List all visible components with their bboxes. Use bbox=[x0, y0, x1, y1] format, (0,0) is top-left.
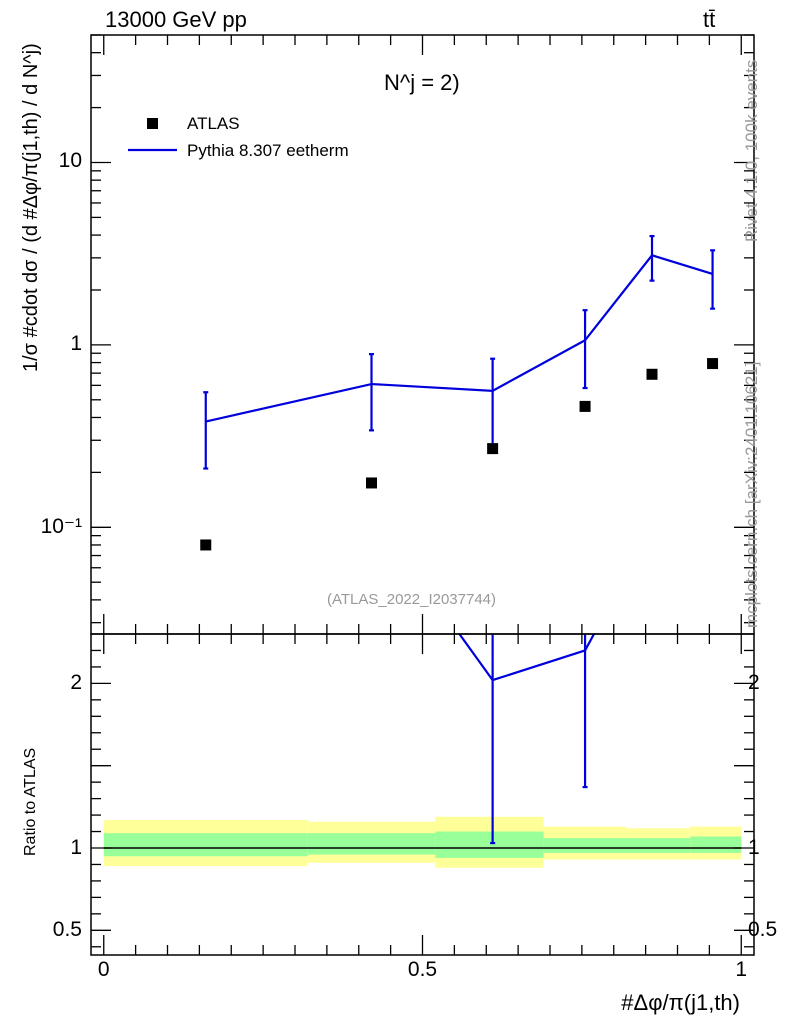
ratio-panel-frame bbox=[90, 633, 755, 956]
x-tick-label: 1 bbox=[735, 958, 748, 981]
atlas-data-point bbox=[579, 400, 591, 412]
source-label: mcplots.cern.ch [arXiv:2401.10621] bbox=[742, 361, 761, 628]
mc-series-line bbox=[205, 253, 713, 423]
ratio-inner-band bbox=[543, 838, 627, 853]
atlas-data-point bbox=[646, 368, 658, 380]
energy-label: 13000 GeV pp bbox=[105, 7, 247, 32]
ratio-inner-band bbox=[307, 833, 436, 855]
x-tick-label: 0.5 bbox=[407, 958, 438, 981]
atlas-data-point bbox=[707, 358, 719, 370]
x-axis-label: #Δφ/π(j1,th) bbox=[621, 990, 740, 1015]
ratio-y-tick-label-left: 1 bbox=[70, 836, 82, 859]
ratio-y-tick-label-left: 2 bbox=[70, 671, 82, 695]
main-y-tick-label: 1 bbox=[70, 331, 82, 355]
ratio-inner-band bbox=[103, 833, 308, 857]
legend-label-pythia: Pythia 8.307 eetherm bbox=[187, 141, 349, 160]
atlas-data-point bbox=[200, 539, 212, 551]
x-tick-label: 0 bbox=[97, 958, 110, 981]
legend-label-atlas: ATLAS bbox=[187, 114, 240, 133]
main-y-tick-label: 10⁻¹ bbox=[40, 515, 82, 539]
main-title: N^j = 2) bbox=[384, 70, 460, 95]
atlas-data-point bbox=[487, 443, 499, 455]
legend-marker-atlas bbox=[147, 118, 158, 129]
atlas-data-point bbox=[366, 477, 377, 489]
ratio-inner-band bbox=[626, 838, 691, 853]
ratio-y-tick-label-left: 0.5 bbox=[52, 918, 82, 942]
process-label: tt̄ bbox=[703, 7, 716, 32]
ratio-inner-band bbox=[435, 831, 544, 858]
ratio-y-tick-label-right: 1 bbox=[748, 836, 760, 859]
mc-ratio-line bbox=[458, 634, 596, 682]
analysis-watermark: (ATLAS_2022_I2037744) bbox=[327, 591, 497, 608]
ratio-y-tick-label-right: 2 bbox=[748, 671, 760, 695]
ratio-y-tick-label-right: 0.5 bbox=[748, 918, 778, 942]
rivet-version-label: Rivet 4.1.0, 100k events bbox=[742, 59, 761, 242]
main-y-axis-label: 1/σ #cdot dσ / (d #Δφ/π(j1,th) / d N^j) bbox=[20, 43, 42, 372]
main-y-tick-label: 10 bbox=[58, 149, 82, 173]
ratio-inner-band bbox=[690, 836, 742, 853]
